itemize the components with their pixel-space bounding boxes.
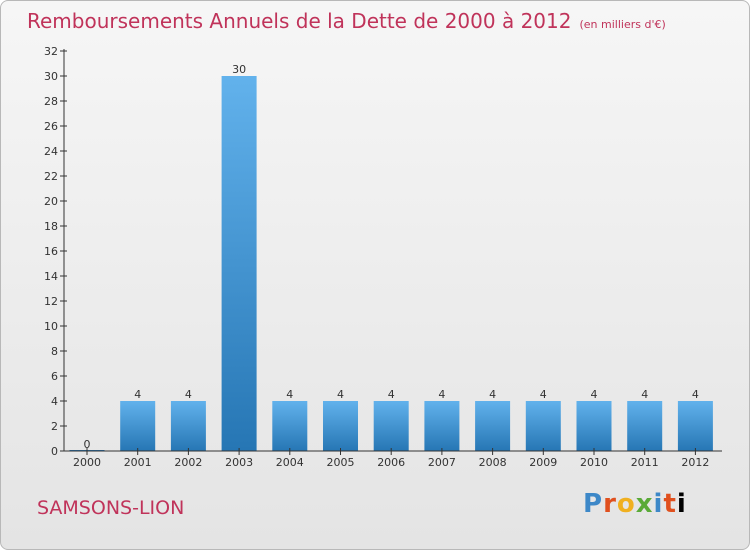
- x-tick-label: 2001: [124, 456, 152, 469]
- y-tick-label: 22: [44, 170, 58, 183]
- bar: [373, 401, 409, 451]
- bar: [323, 401, 358, 451]
- x-tick-label: 2010: [580, 456, 608, 469]
- bar: [424, 401, 460, 451]
- data-label: 4: [337, 388, 344, 401]
- y-tick-label: 30: [44, 70, 58, 83]
- x-tick-label: 2008: [479, 456, 507, 469]
- y-tick-label: 0: [51, 445, 58, 458]
- data-label: 4: [388, 388, 395, 401]
- y-tick-label: 2: [51, 420, 58, 433]
- bar: [170, 401, 206, 451]
- x-tick-label: 2003: [225, 456, 253, 469]
- bar: [221, 76, 257, 451]
- y-tick-label: 14: [44, 270, 58, 283]
- x-tick-label: 2002: [174, 456, 202, 469]
- y-tick-label: 32: [44, 45, 58, 58]
- data-label: 4: [641, 388, 648, 401]
- data-label: 4: [591, 388, 598, 401]
- y-tick-label: 8: [51, 345, 58, 358]
- data-label: 4: [134, 388, 141, 401]
- y-tick-label: 20: [44, 195, 58, 208]
- data-label: 0: [84, 438, 91, 451]
- x-tick-label: 2004: [276, 456, 304, 469]
- bar: [272, 401, 308, 451]
- y-tick-label: 18: [44, 220, 58, 233]
- y-tick-label: 16: [44, 245, 58, 258]
- bar: [525, 401, 561, 451]
- chart-title-text: Remboursements Annuels de la Dette de 20…: [27, 9, 572, 33]
- chart-title: Remboursements Annuels de la Dette de 20…: [27, 9, 666, 33]
- data-label: 4: [540, 388, 547, 401]
- x-tick-label: 2012: [681, 456, 709, 469]
- bar: [576, 401, 612, 451]
- bar: [677, 401, 713, 451]
- data-label: 4: [438, 388, 445, 401]
- commune-name: SAMSONS-LION: [37, 497, 185, 519]
- chart-subtitle: (en milliers d'€): [579, 18, 666, 31]
- x-axis: 2000 2001 2002 2003 2004 2005 2006 2007 2008 2009…: [64, 448, 722, 469]
- y-tick-label: 26: [44, 120, 58, 133]
- data-label: 4: [489, 388, 496, 401]
- bar: [627, 401, 663, 451]
- bar: [120, 401, 156, 451]
- y-tick-label: 28: [44, 95, 58, 108]
- y-tick-label: 4: [51, 395, 58, 408]
- x-tick-label: 2006: [377, 456, 405, 469]
- data-label: 4: [185, 388, 192, 401]
- x-tick-label: 2007: [428, 456, 456, 469]
- data-label: 4: [692, 388, 699, 401]
- x-tick-label: 2009: [529, 456, 557, 469]
- bars: 0 4 4 30 4 4 4 4 4 4 4 4 4: [69, 63, 713, 451]
- x-tick-label: 2000: [73, 456, 101, 469]
- data-label: 4: [286, 388, 293, 401]
- bar: [475, 401, 511, 451]
- y-tick-label: 10: [44, 320, 58, 333]
- y-tick-label: 24: [44, 145, 58, 158]
- y-tick-label: 12: [44, 295, 58, 308]
- y-tick-label: 6: [51, 370, 58, 383]
- x-tick-label: 2005: [327, 456, 355, 469]
- data-label: 30: [232, 63, 246, 76]
- x-tick-label: 2011: [631, 456, 659, 469]
- proxiti-logo: Proxiti: [583, 489, 687, 519]
